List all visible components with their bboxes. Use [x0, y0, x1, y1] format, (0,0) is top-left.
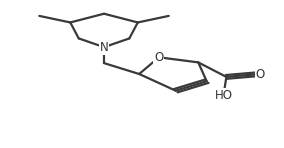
- Text: HO: HO: [214, 89, 233, 102]
- Text: O: O: [154, 51, 164, 64]
- Text: O: O: [256, 67, 265, 81]
- Text: N: N: [100, 41, 108, 54]
